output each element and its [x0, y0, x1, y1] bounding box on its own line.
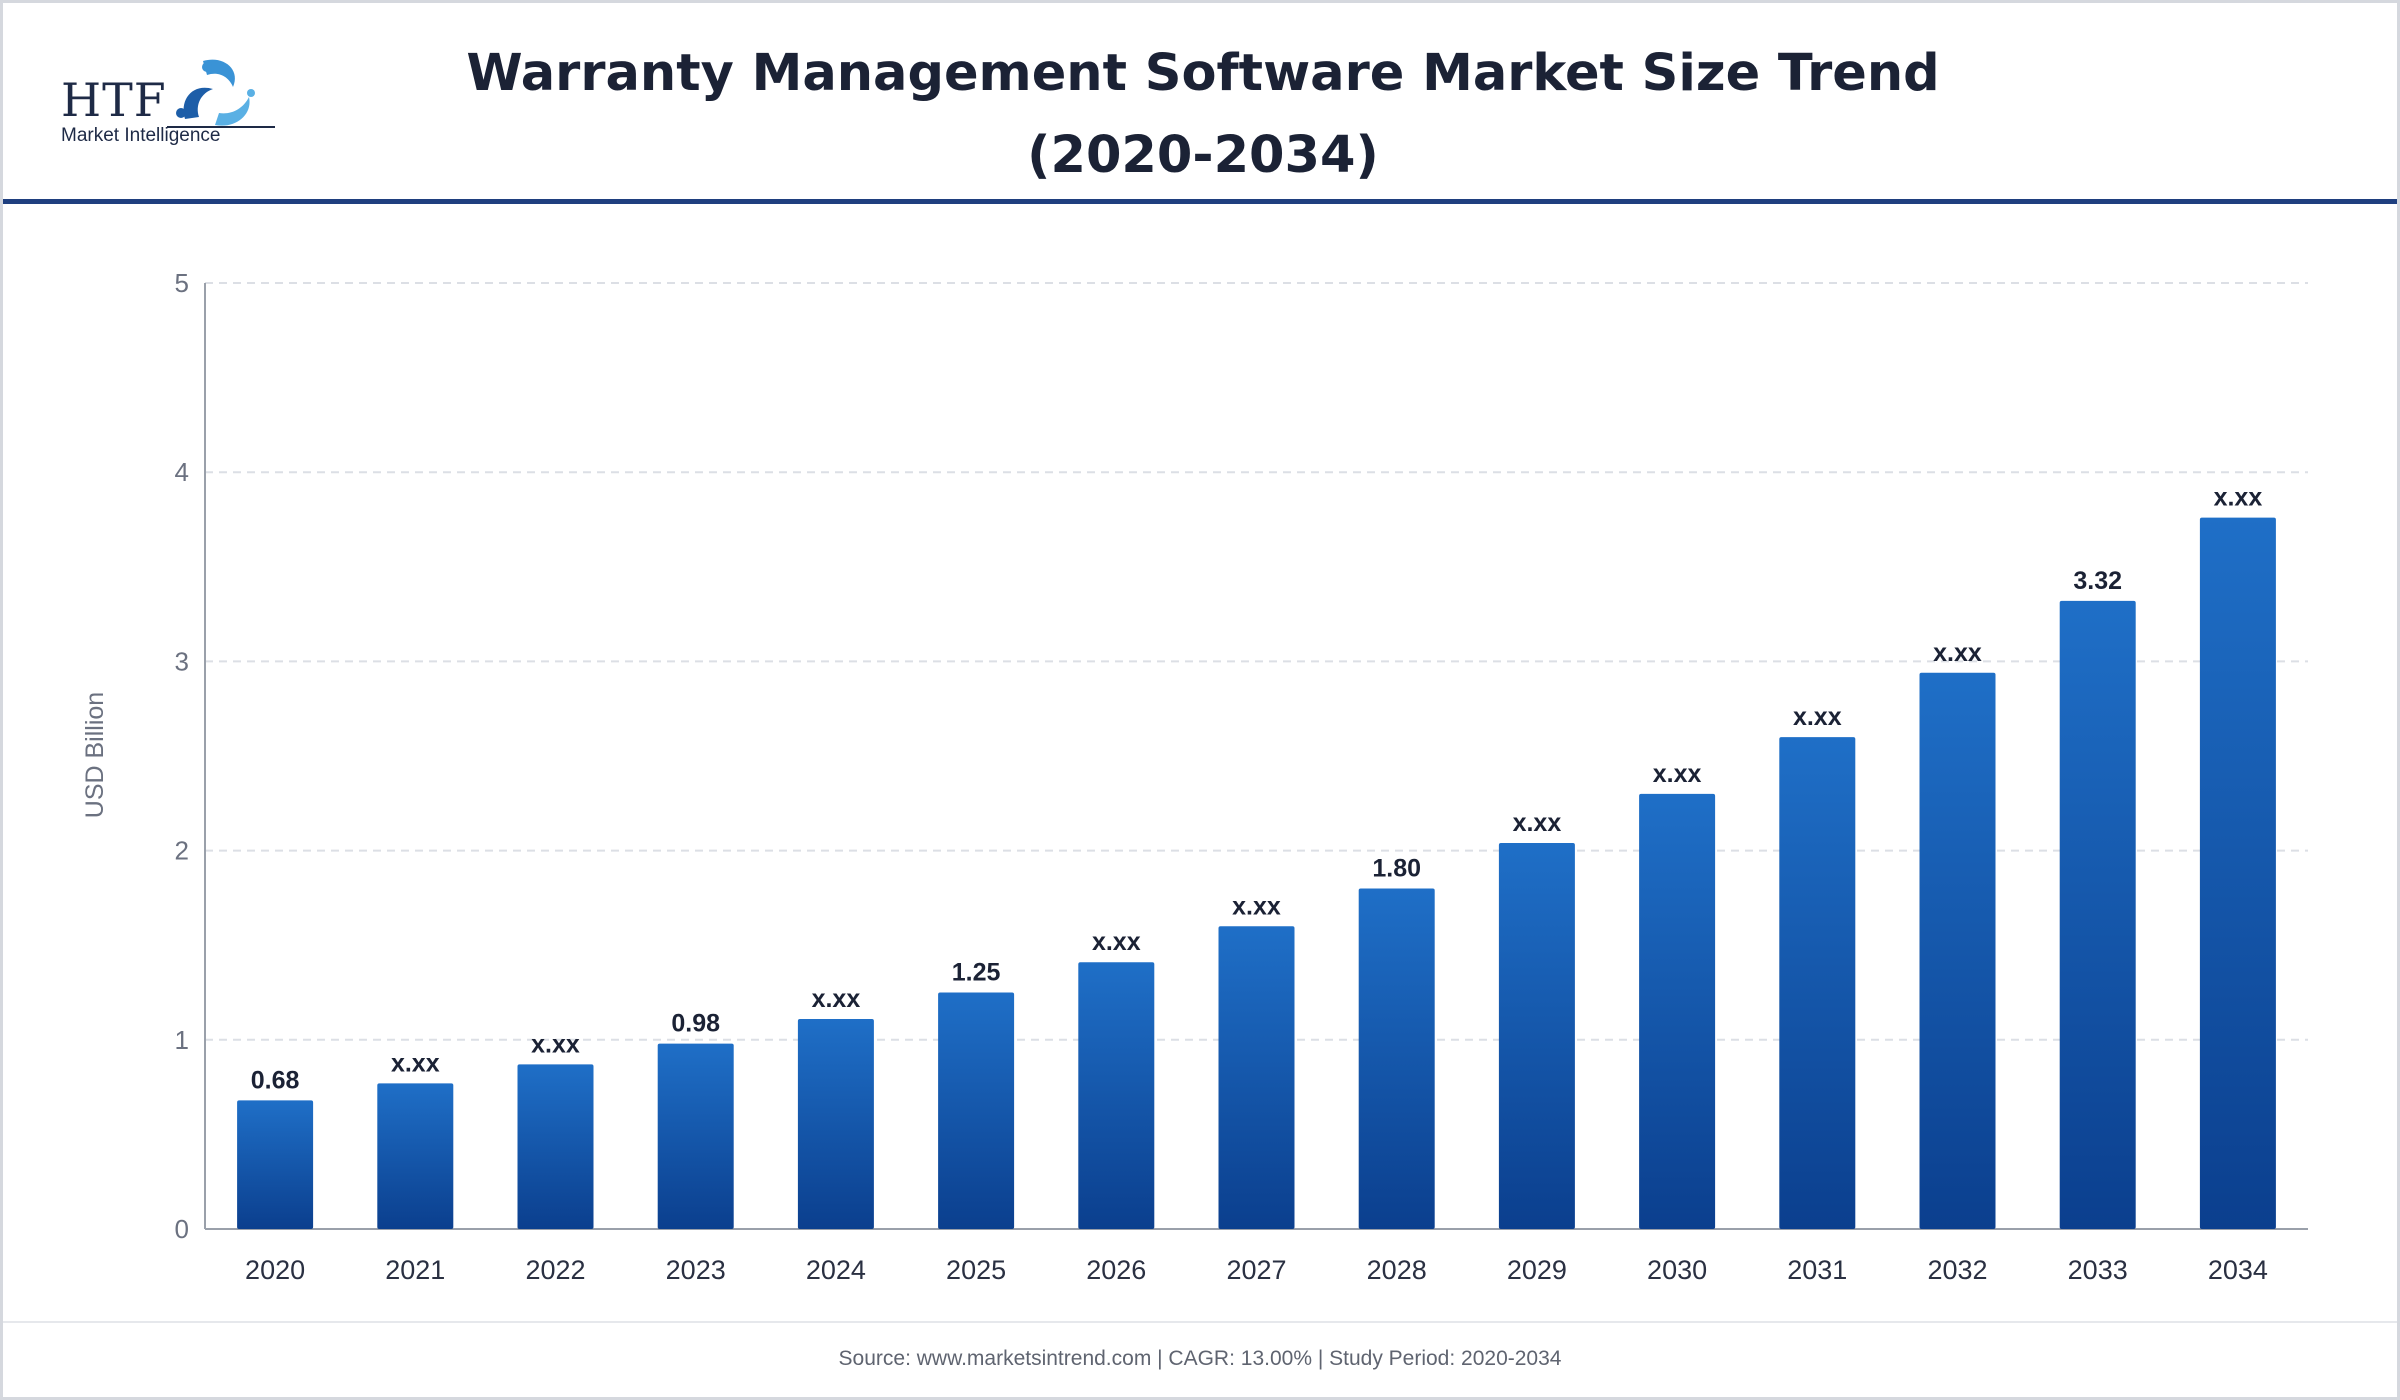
- data-label: 3.32: [2073, 567, 2122, 595]
- x-tick-label: 2022: [525, 1255, 585, 1285]
- bar-2027: [1218, 926, 1295, 1229]
- bar-2021: [377, 1083, 454, 1229]
- y-axis-label: USD Billion: [81, 692, 109, 818]
- bar-2031: [1779, 737, 1856, 1229]
- bar-2026: [1078, 962, 1155, 1229]
- data-label: x.xx: [812, 985, 861, 1013]
- data-label: x.xx: [531, 1030, 580, 1058]
- bar-2029: [1498, 843, 1575, 1229]
- data-label: 1.80: [1372, 854, 1421, 882]
- data-label: x.xx: [391, 1049, 440, 1077]
- y-tick-label: 3: [175, 646, 189, 676]
- footer-divider: [3, 1321, 2397, 1323]
- x-tick-label: 2033: [2068, 1255, 2128, 1285]
- bar-2032: [1919, 672, 1996, 1229]
- y-tick-label: 0: [175, 1214, 189, 1244]
- y-tick-label: 2: [175, 836, 189, 866]
- data-label: 1.25: [952, 959, 1001, 987]
- x-tick-label: 2025: [946, 1255, 1006, 1285]
- page-title: Warranty Management Software Market Size…: [466, 44, 1940, 185]
- bar-2020: [237, 1100, 314, 1229]
- y-tick-label: 5: [175, 268, 189, 298]
- bar-2023: [657, 1043, 734, 1229]
- bar-2028: [1358, 888, 1435, 1229]
- bar-2034: [2199, 517, 2276, 1229]
- x-tick-label: 2034: [2208, 1255, 2268, 1285]
- data-label: x.xx: [2214, 484, 2263, 512]
- x-tick-label: 2030: [1647, 1255, 1707, 1285]
- bar-2024: [797, 1018, 874, 1229]
- data-label: x.xx: [1092, 928, 1141, 956]
- logo-letters: HTF: [61, 73, 167, 127]
- bar-2022: [517, 1064, 594, 1229]
- logo-tagline: Market Intelligence: [61, 125, 221, 146]
- x-tick-label: 2021: [385, 1255, 445, 1285]
- data-label: x.xx: [1933, 639, 1982, 667]
- x-tick-label: 2024: [806, 1255, 866, 1285]
- x-tick-label: 2020: [245, 1255, 305, 1285]
- data-label: x.xx: [1232, 892, 1281, 920]
- data-label: 0.68: [251, 1066, 300, 1094]
- bar-2030: [1639, 793, 1716, 1229]
- bar-2025: [938, 992, 1015, 1229]
- header: HTF Market Intelligence Warranty Managem…: [3, 3, 2397, 201]
- x-tick-label: 2027: [1226, 1255, 1286, 1285]
- data-label: x.xx: [1793, 703, 1842, 731]
- data-label: x.xx: [1513, 809, 1562, 837]
- htf-logo: HTF Market Intelligence: [55, 55, 275, 155]
- header-divider: [3, 199, 2397, 204]
- x-tick-label: 2028: [1367, 1255, 1427, 1285]
- x-tick-label: 2032: [1927, 1255, 1987, 1285]
- x-tick-label: 2031: [1787, 1255, 1847, 1285]
- x-tick-label: 2029: [1507, 1255, 1567, 1285]
- swirl-figures-icon: [167, 59, 275, 128]
- y-tick-label: 4: [175, 457, 189, 487]
- x-tick-label: 2023: [666, 1255, 726, 1285]
- source-footer: Source: www.marketsintrend.com | CAGR: 1…: [838, 1347, 1562, 1370]
- bar-2033: [2059, 600, 2136, 1229]
- y-tick-label: 1: [175, 1025, 189, 1055]
- data-label: 0.98: [671, 1010, 720, 1038]
- x-tick-label: 2026: [1086, 1255, 1146, 1285]
- bar-chart: 0 1 2 3 4 5 0.68 2020 x.xx 2021 x.xx 2022 0.98 2023 x…: [81, 268, 2308, 1285]
- data-label: x.xx: [1653, 760, 1702, 788]
